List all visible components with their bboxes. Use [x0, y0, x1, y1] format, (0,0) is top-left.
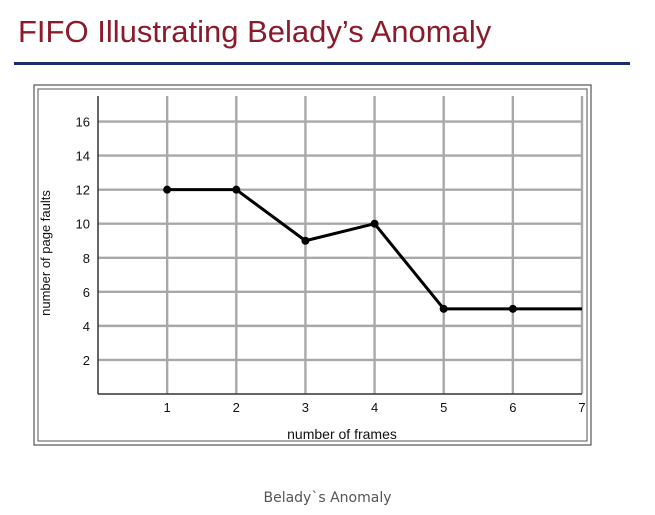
x-tick-label: 1 [164, 400, 171, 415]
title-rule [14, 62, 630, 65]
y-axis-label: number of page faults [38, 190, 53, 316]
data-point [439, 304, 448, 313]
y-tick-label: 2 [83, 353, 90, 368]
x-tick-label: 2 [233, 400, 240, 415]
y-tick-label: 16 [76, 115, 90, 130]
axes [97, 96, 582, 395]
slide-title: FIFO Illustrating Belady’s Anomaly [18, 14, 492, 49]
y-tick-label: 4 [83, 319, 90, 334]
x-tick-label: 5 [440, 400, 447, 415]
x-tick-label: 4 [371, 400, 378, 415]
y-tick-label: 6 [83, 285, 90, 300]
x-tick-label: 6 [509, 400, 516, 415]
slide-caption: Belady`s Anomaly [263, 490, 392, 506]
x-tick-label: 7 [578, 400, 585, 415]
y-tick-label: 8 [83, 251, 90, 266]
series [163, 185, 582, 313]
data-point [508, 304, 517, 313]
data-point [370, 219, 379, 228]
y-tick-label: 12 [76, 183, 90, 198]
y-tick-label: 14 [76, 149, 90, 164]
chart-frame-outer [33, 84, 592, 446]
x-tick-label: 3 [302, 400, 309, 415]
chart-frame-inner [37, 88, 588, 442]
y-tick-labels: 2 4 6 8 10 12 14 16 [76, 115, 90, 368]
y-tick-label: 10 [76, 217, 90, 232]
data-point [232, 185, 241, 194]
x-tick-labels: 1 2 3 4 5 6 7 [164, 400, 586, 415]
x-axis-label: number of frames [287, 426, 397, 442]
grid-lines [98, 96, 584, 394]
data-point [301, 236, 310, 245]
data-point [163, 185, 172, 194]
